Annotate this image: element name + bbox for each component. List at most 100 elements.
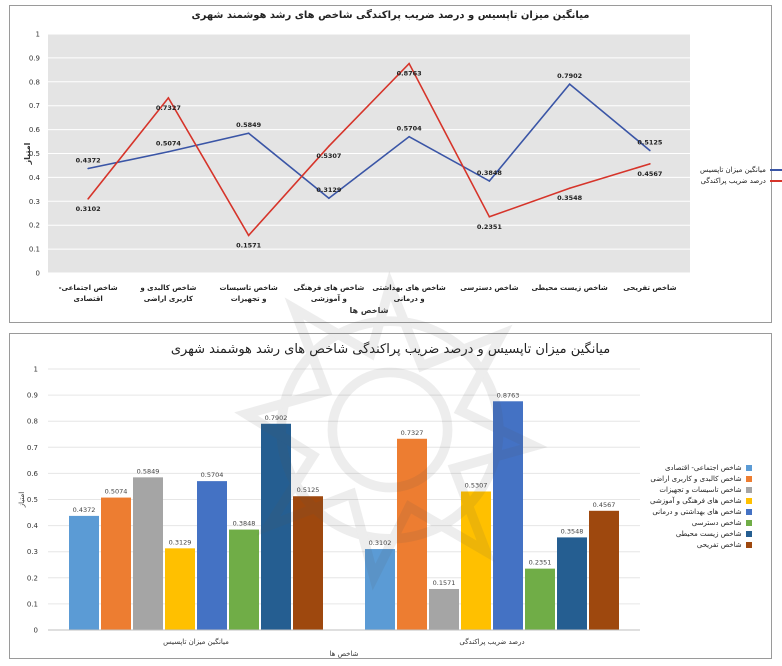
bar-chart-title: میانگین میزان تاپسیس و درصد ضریب پراکندگ… [170,342,611,357]
bar [525,568,555,630]
data-label: 0.3102 [369,539,392,547]
legend-item: درصد ضریب پراکندگی [700,175,782,186]
x-category-label: شاخص تفریحی [623,284,676,292]
legend-item: شاخص های فرهنگی و آموزشی [650,495,752,506]
legend-label: میانگین میزان تاپسیس [700,165,766,174]
data-point [408,135,410,138]
data-label: 0.5307 [316,152,341,160]
legend-item: شاخص اجتماعی- اقتصادی [650,462,752,473]
data-point [87,167,89,170]
data-point [247,132,250,135]
data-point [568,83,571,85]
data-label: 0.4372 [73,506,96,514]
legend-item: شاخص زیست محیطی [650,528,752,539]
data-label: 0.3102 [76,205,101,213]
legend-item: شاخص دسترسی [650,517,752,528]
data-label: 0.3129 [169,538,192,546]
data-label: 0.7902 [557,72,582,80]
y-tick-label: 0.4 [29,174,41,182]
data-label: 0.5074 [105,488,128,496]
y-tick-label: 0.1 [27,600,38,608]
data-point [328,197,330,200]
bar-chart: 0 0.1 0.2 0.3 0.4 0.5 0.6 0.7 0.8 0.9 1 میانگین میز… [18,366,640,658]
legend-swatch [745,475,752,482]
bar [101,497,131,630]
y-tick-label: 1 [36,31,40,39]
line-chart-panel: میانگین میزان تاپسیس و درصد ضریب پراکندگ… [9,5,782,323]
data-point [649,163,651,165]
y-tick-label: 0.6 [29,126,41,134]
data-point [488,180,491,182]
bar [493,401,523,630]
y-tick-label: 0.7 [27,444,38,452]
data-label: 0.5307 [465,481,488,489]
bar-chart-panel: میانگین میزان تاپسیس و درصد ضریب پراکندگ… [9,333,772,659]
data-label: 0.5849 [236,121,262,129]
x-category-label: و تجهیزات [231,295,267,303]
data-point [247,234,250,237]
x-category-label: و درمانی [394,295,425,303]
data-label: 0.4567 [637,170,662,178]
x-category-label: درصد ضریب پراکندگی [459,637,524,646]
data-point [568,187,571,190]
bar [229,529,259,630]
legend-swatch [769,179,782,182]
legend-item: میانگین میزان تاپسیس [700,164,782,175]
x-category-label: شاخص دسترسی [460,284,518,292]
data-point [328,145,330,147]
legend-label: شاخص های بهداشتی و درمانی [652,507,742,516]
line-chart-title: میانگین میزان تاپسیس و درصد ضریب پراکندگ… [191,10,590,21]
legend-label: شاخص کالبدی و کاربری اراضی [650,474,742,483]
data-point [488,216,491,218]
legend-swatch [745,486,752,493]
y-tick-label: 0.8 [29,78,40,86]
x-category-label: شاخص اجتماعی- [59,284,118,292]
data-label: 0.3548 [561,527,584,535]
data-label: 0.2351 [477,223,503,231]
bar [557,537,587,630]
data-label: 0.5074 [156,140,182,148]
y-tick-label: 0.6 [27,470,39,478]
bar-chart-legend: شاخص اجتماعی- اقتصادی شاخص کالبدی و کاربر… [650,462,752,550]
legend-label: شاخص های فرهنگی و آموزشی [650,496,742,505]
bar [133,477,163,630]
x-category-label: شاخص های بهداشتی [372,284,446,292]
data-label: 0.8763 [397,70,422,78]
data-label: 0.7327 [156,104,181,112]
legend-swatch [745,464,752,471]
y-tick-label: 0.8 [27,418,38,426]
y-tick-label: 0 [36,270,40,278]
bar [429,588,459,630]
data-point [649,149,651,152]
legend-item: شاخص کالبدی و کاربری اراضی [650,473,752,484]
data-label: 0.3129 [316,186,342,194]
legend-label: شاخص دسترسی [691,518,742,527]
bar [293,496,323,630]
bar [69,515,99,630]
series-line [87,83,651,200]
bar [165,548,195,630]
bar [461,491,491,630]
legend-label: شاخص تاسیسات و تجهیزات [659,485,742,494]
x-axis-title: شاخص ها [330,650,359,658]
y-tick-label: 0.3 [29,198,40,206]
y-tick-label: 0.1 [29,246,40,254]
x-category-label: اقتصادی [73,295,102,303]
y-tick-label: 0.4 [27,522,39,530]
y-tick-label: 0.3 [27,548,38,556]
data-label: 0.1571 [236,241,262,249]
y-axis-title: امتیاز [23,142,32,165]
data-label: 0.5849 [137,467,160,475]
x-category-label: شاخص زیست محیطی [531,284,607,292]
legend-swatch [745,530,752,537]
x-axis-title: شاخص ها [350,306,389,316]
legend-swatch [745,541,752,548]
y-tick-label: 0.9 [27,392,38,400]
data-label: 0.5125 [637,139,663,147]
data-label: 0.5704 [397,125,423,133]
legend-label: شاخص زیست محیطی [675,529,742,538]
data-label: 0.3548 [557,194,583,202]
y-tick-label: 0.9 [29,54,40,62]
x-category-label: شاخص تاسیسات [219,284,277,292]
line-chart: 0 0.1 0.2 0.3 0.4 0.5 0.6 0.7 0.8 0.9 1 شاخص اجتماع… [23,31,690,316]
